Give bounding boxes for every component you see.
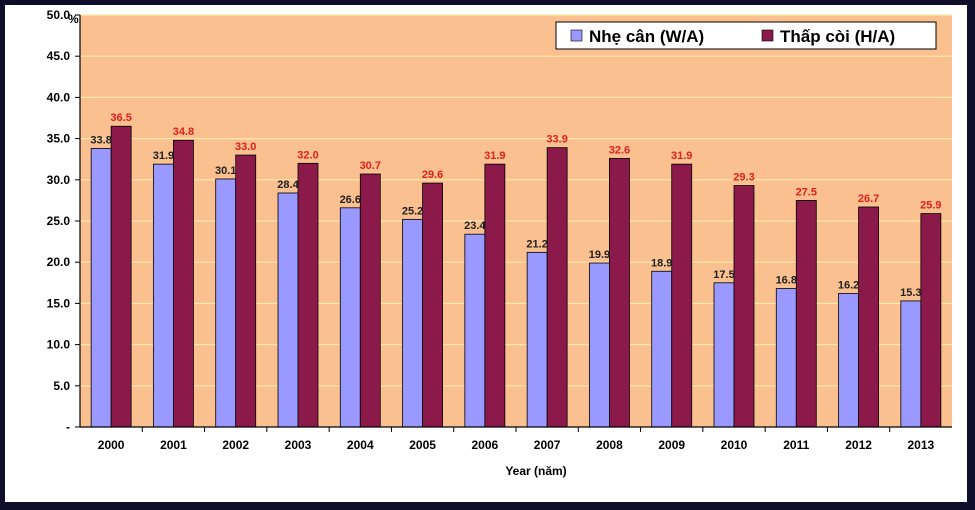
data-label-nhe-can: 28.4 bbox=[277, 179, 299, 191]
data-label-nhe-can: 16.2 bbox=[838, 280, 859, 292]
bar-nhe-can bbox=[713, 282, 735, 428]
data-label-thap-coi: 26.7 bbox=[858, 193, 879, 205]
x-tick-label: 2004 bbox=[347, 438, 374, 452]
bar-nhe-can bbox=[464, 233, 486, 428]
bars bbox=[90, 125, 942, 428]
data-label-nhe-can: 26.6 bbox=[340, 194, 361, 206]
data-label-nhe-can: 21.2 bbox=[526, 238, 547, 250]
y-tick-label: 20.0 bbox=[47, 255, 71, 269]
bar-thap-coi bbox=[858, 206, 879, 428]
data-label-thap-coi: 31.9 bbox=[484, 150, 505, 162]
data-label-nhe-can: 15.3 bbox=[900, 287, 921, 299]
y-tick-label: 5.0 bbox=[53, 379, 70, 393]
bar-thap-coi bbox=[235, 154, 257, 428]
data-label-nhe-can: 16.8 bbox=[776, 275, 797, 287]
y-tick-label: 35.0 bbox=[47, 132, 71, 146]
chart-frame: 33.8 36.5 31.9 34.8 30.1 33.0 28.4 32.0 26.6 30.7… bbox=[5, 5, 967, 502]
data-label-thap-coi: 32.0 bbox=[297, 149, 318, 161]
data-label-thap-coi: 34.8 bbox=[173, 126, 194, 138]
bar-nhe-can bbox=[838, 293, 859, 428]
data-label-thap-coi: 30.7 bbox=[360, 160, 381, 172]
x-tick-label: 2008 bbox=[596, 438, 623, 452]
bar-thap-coi bbox=[609, 157, 630, 428]
bar-nhe-can bbox=[402, 218, 423, 428]
bar-thap-coi bbox=[546, 147, 568, 428]
y-tick-label: 30.0 bbox=[47, 173, 71, 187]
data-label-thap-coi: 31.9 bbox=[671, 150, 692, 162]
data-label-nhe-can: 18.9 bbox=[651, 257, 672, 269]
x-tick-label: 2001 bbox=[160, 438, 187, 452]
legend-swatch-nhe-can bbox=[570, 29, 583, 42]
bar-thap-coi bbox=[173, 139, 194, 428]
data-label-nhe-can: 33.8 bbox=[90, 134, 111, 146]
y-tick-label: 15.0 bbox=[47, 296, 71, 310]
data-label-thap-coi: 33.9 bbox=[546, 134, 567, 146]
x-tick-label: 2005 bbox=[409, 438, 436, 452]
legend-label-nhe-can: Nhẹ cân (W/A) bbox=[589, 27, 704, 46]
bar-thap-coi bbox=[733, 185, 755, 428]
bar-nhe-can bbox=[589, 262, 610, 428]
data-label-thap-coi: 25.9 bbox=[920, 200, 941, 212]
y-tick-label: - bbox=[66, 420, 70, 434]
x-tick-label: 2003 bbox=[285, 438, 312, 452]
legend: Nhẹ cân (W/A) Thấp còi (H/A) bbox=[555, 21, 937, 50]
data-label-nhe-can: 23.4 bbox=[464, 220, 486, 232]
axes: - 5.0 10.0 15.0 20.0 25.0 30.0 35.0 40.0 45.0 50.0… bbox=[47, 8, 952, 452]
data-label-nhe-can: 31.9 bbox=[153, 150, 174, 162]
bar-thap-coi bbox=[671, 163, 693, 428]
legend-box bbox=[555, 21, 937, 50]
y-tick-label: 45.0 bbox=[47, 49, 71, 63]
y-tick-label: 25.0 bbox=[47, 214, 71, 228]
data-label-thap-coi: 36.5 bbox=[110, 112, 131, 124]
bar-nhe-can bbox=[215, 178, 237, 428]
data-label-nhe-can: 30.1 bbox=[215, 165, 236, 177]
data-label-nhe-can: 19.9 bbox=[589, 249, 610, 261]
data-labels: 33.8 36.5 31.9 34.8 30.1 33.0 28.4 32.0 26.6 30.7… bbox=[90, 112, 941, 299]
bar-nhe-can bbox=[339, 207, 361, 428]
data-label-thap-coi: 29.3 bbox=[733, 172, 754, 184]
legend-label-thap-coi: Thấp còi (H/A) bbox=[780, 27, 895, 46]
x-tick-label: 2009 bbox=[658, 438, 685, 452]
x-tick-label: 2012 bbox=[845, 438, 872, 452]
y-tick-label: 50.0 bbox=[47, 8, 71, 22]
x-tick-label: 2006 bbox=[472, 438, 499, 452]
x-tick-label: 2007 bbox=[534, 438, 561, 452]
bar-thap-coi bbox=[297, 162, 319, 428]
bar-nhe-can bbox=[775, 288, 797, 428]
bar-thap-coi bbox=[110, 125, 132, 428]
bar-chart: 33.8 36.5 31.9 34.8 30.1 33.0 28.4 32.0 26.6 30.7… bbox=[47, 8, 952, 478]
bar-thap-coi bbox=[484, 163, 506, 428]
bar-nhe-can bbox=[900, 300, 922, 428]
data-label-thap-coi: 32.6 bbox=[609, 144, 630, 156]
x-tick-label: 2011 bbox=[783, 438, 809, 452]
y-axis-unit: % bbox=[68, 12, 79, 26]
data-label-thap-coi: 29.6 bbox=[422, 169, 443, 181]
bar-nhe-can bbox=[277, 192, 299, 428]
bar-thap-coi bbox=[359, 173, 381, 428]
data-label-thap-coi: 33.0 bbox=[235, 141, 256, 153]
legend-swatch-thap-coi bbox=[761, 29, 774, 42]
bar-nhe-can bbox=[651, 270, 673, 428]
x-tick-label: 2010 bbox=[721, 438, 748, 452]
data-label-nhe-can: 25.2 bbox=[402, 205, 423, 217]
bar-thap-coi bbox=[920, 213, 942, 428]
bar-nhe-can bbox=[153, 163, 174, 428]
x-tick-label: 2000 bbox=[98, 438, 125, 452]
y-tick-label: 10.0 bbox=[47, 338, 71, 352]
x-tick-label: 2013 bbox=[908, 438, 935, 452]
y-tick-label: 40.0 bbox=[47, 90, 71, 104]
x-tick-label: 2002 bbox=[222, 438, 249, 452]
data-label-nhe-can: 17.5 bbox=[713, 269, 734, 281]
bar-nhe-can bbox=[90, 148, 112, 428]
data-label-thap-coi: 27.5 bbox=[796, 186, 817, 198]
bar-nhe-can bbox=[526, 251, 548, 428]
bar-thap-coi bbox=[422, 182, 443, 428]
x-axis-title: Year (năm) bbox=[505, 464, 566, 478]
bar-thap-coi bbox=[795, 199, 817, 428]
